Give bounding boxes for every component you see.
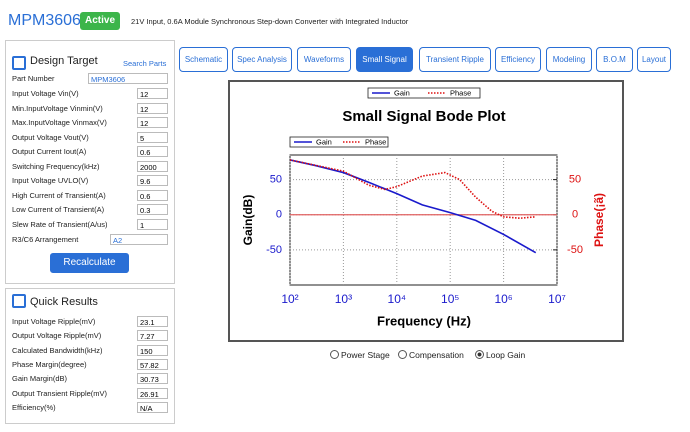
result-label: Output Voltage Ripple(mV) [12, 331, 102, 341]
y-tick-label: 0 [276, 209, 282, 221]
field-label: Input Voltage Vin(V) [12, 89, 79, 98]
tab[interactable]: Modeling [546, 47, 592, 72]
y2-axis-label: Phase(¡ã) [592, 193, 606, 247]
legend-label: Phase [365, 137, 386, 146]
field-label: Output Voltage Vout(V) [12, 132, 89, 142]
field-label: Low Current of Transient(A) [12, 205, 105, 214]
tab[interactable]: Schematic [179, 47, 228, 72]
radio-label[interactable]: Power Stage [341, 350, 390, 360]
plot-area [289, 154, 558, 286]
radio-label[interactable]: Loop Gain [486, 350, 526, 360]
field-label: Output Current Iout(A) [12, 147, 87, 156]
field-label: R3/C6 Arrangement [12, 235, 79, 244]
result-label: Input Voltage Ripple(mV) [12, 317, 96, 326]
series-line [289, 159, 536, 220]
field-label: Part Number [12, 74, 55, 83]
product-title: MPM3606 [8, 12, 81, 29]
legend-box [289, 136, 389, 148]
x-tick-label: 10⁶ [494, 292, 512, 306]
tab[interactable]: B.O.M [596, 47, 633, 72]
text-input[interactable]: 0.6 [137, 189, 168, 201]
text-input[interactable]: 0.3 [137, 204, 168, 215]
result-label: Calculated Bandwidth(kHz) [12, 345, 103, 355]
result-value: 26.91 [137, 387, 168, 399]
text-input[interactable]: 2000 [137, 160, 168, 172]
product-description: 21V Input, 0.6A Module Synchronous Step-… [131, 17, 409, 26]
checkbox-icon[interactable] [12, 294, 26, 308]
text-input[interactable]: 12 [137, 88, 168, 99]
text-input[interactable]: 12 [137, 102, 168, 114]
checkbox-icon[interactable] [12, 56, 26, 70]
result-label: Output Transient Ripple(mV) [12, 388, 108, 398]
y2-tick-label: 0 [572, 209, 578, 221]
chart-title: Small Signal Bode Plot [342, 108, 505, 125]
y-tick-label: 50 [270, 174, 282, 186]
design-target-panel [5, 40, 175, 284]
select[interactable]: A2 [110, 234, 168, 245]
tab[interactable]: Small Signal [356, 47, 413, 72]
result-value: 150 [137, 344, 168, 356]
tab[interactable]: Waveforms [297, 47, 351, 72]
result-label: Phase Margin(degree) [12, 359, 87, 369]
recalculate-button[interactable]: Recalculate [50, 253, 129, 273]
legend-label: Gain [394, 88, 410, 97]
tab[interactable]: Transient Ripple [419, 47, 491, 72]
field-label: Max.InputVoltage Vinmax(V) [12, 118, 107, 127]
result-value: 7.27 [137, 330, 168, 342]
quick-results-panel [5, 288, 175, 424]
search-link[interactable]: Search Parts [123, 59, 167, 68]
x-tick-label: 10⁷ [548, 292, 566, 306]
select[interactable]: MPM3606 [88, 73, 168, 84]
text-input[interactable]: 9.6 [137, 175, 168, 186]
text-input[interactable]: 0.6 [137, 146, 168, 157]
x-tick-label: 10⁵ [441, 292, 459, 306]
x-tick-label: 10² [281, 292, 298, 306]
legend-box [367, 87, 481, 99]
field-label: Slew Rate of Transient(A/us) [12, 219, 108, 229]
x-tick-label: 10⁴ [388, 292, 407, 306]
section-title: Design Target [30, 55, 98, 67]
result-value: N/A [137, 401, 168, 413]
text-input[interactable]: 5 [137, 131, 168, 143]
section-title: Quick Results [30, 296, 98, 308]
tab[interactable]: Spec Analysis [232, 47, 292, 72]
tab[interactable]: Layout [637, 47, 671, 72]
result-value: 23.1 [137, 316, 168, 327]
field-label: Input Voltage UVLO(V) [12, 176, 89, 185]
result-value: 57.82 [137, 358, 168, 370]
radio-label[interactable]: Compensation [409, 350, 464, 360]
x-axis-label: Frequency (Hz) [377, 313, 471, 328]
radio[interactable] [398, 350, 407, 359]
field-label: Switching Frequency(kHz) [12, 161, 100, 171]
result-label: Efficiency(%) [12, 402, 56, 412]
field-label: Min.InputVoltage Vinmin(V) [12, 103, 103, 113]
x-tick-label: 10³ [335, 292, 352, 306]
y2-tick-label: 50 [569, 174, 581, 186]
text-input[interactable]: 1 [137, 218, 168, 230]
y-tick-label: -50 [266, 244, 282, 256]
legend-label: Gain [316, 137, 332, 146]
result-value: 30.73 [137, 373, 168, 385]
result-label: Gain Margin(dB) [12, 374, 68, 384]
y2-tick-label: -50 [567, 244, 583, 256]
radio[interactable] [330, 350, 339, 359]
radio[interactable] [475, 350, 484, 359]
text-input[interactable]: 12 [137, 117, 168, 128]
field-label: High Current of Transient(A) [12, 190, 106, 200]
y-axis-label: Gain(dB) [241, 195, 255, 246]
tab[interactable]: Efficiency [495, 47, 541, 72]
legend-label: Phase [450, 88, 471, 97]
status-badge: Active [80, 12, 120, 30]
series-line [289, 159, 537, 254]
